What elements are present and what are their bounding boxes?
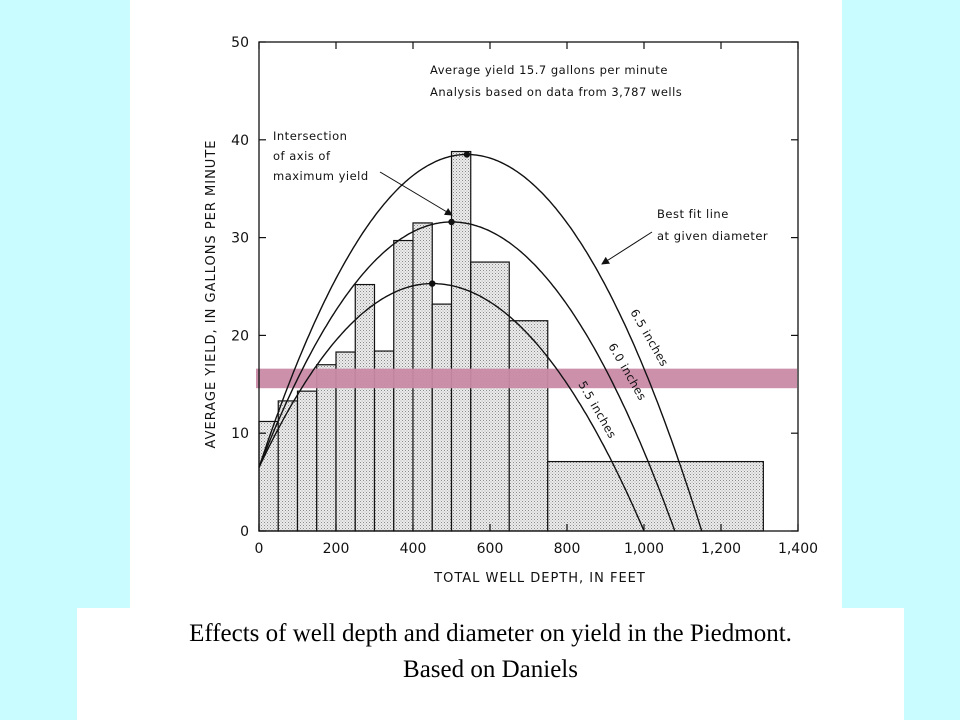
bar-10 [450, 150, 472, 532]
bar-3 [316, 364, 337, 532]
bar-9 [431, 303, 453, 532]
bar-12 [508, 320, 549, 532]
x-tick-label-5: 1,000 [624, 541, 664, 557]
bar-5 [354, 283, 376, 532]
curve-label-6-5: 6.5 inches [627, 307, 671, 370]
best-fit-curve-2 [258, 282, 645, 532]
annotation-analysis-basis: Analysis based on data from 3,787 wells [430, 85, 682, 99]
axes-layer: 0 10 20 30 40 50 0 200 400 600 800 1,000 1,200 1,400 [231, 35, 818, 557]
caption-panel: Effects of well depth and diameter on yi… [77, 608, 904, 720]
best-fit-curve-1 [258, 221, 676, 532]
x-axis-title: TOTAL WELL DEPTH, IN FEET [433, 571, 646, 586]
plot-frame [258, 41, 799, 532]
bar-1 [277, 400, 299, 532]
curves-layer [258, 151, 703, 532]
y-tick-label-3: 30 [231, 231, 249, 247]
bar-11 [470, 261, 510, 532]
annotation-average-yield: Average yield 15.7 gallons per minute [430, 63, 668, 77]
x-tick-label-1: 200 [323, 541, 350, 557]
y-tick-label-0: 0 [240, 524, 249, 540]
highlight-band [256, 368, 797, 389]
y-tick-label-1: 10 [231, 426, 249, 442]
peak-point-2 [429, 280, 436, 287]
x-tick-label-2: 400 [400, 541, 427, 557]
annotation-best-fit-2: at given diameter [657, 229, 768, 243]
y-tick-label-5: 50 [231, 35, 249, 51]
peak-point-0 [463, 151, 471, 158]
x-tick-label-6: 1,200 [701, 541, 741, 557]
y-tick-label-4: 40 [231, 133, 249, 149]
caption-line-2: Based on Daniels [403, 656, 578, 683]
intersection-arrow [379, 171, 453, 216]
best-fit-arrow [601, 231, 653, 265]
x-tick-label-7: 1,400 [778, 541, 818, 557]
annotation-intersection-1: Intersection [273, 129, 347, 143]
best-fit-curve-0 [258, 153, 703, 532]
peak-point-1 [448, 218, 455, 226]
bars-layer [258, 150, 764, 532]
annotation-intersection-3: maximum yield [273, 169, 369, 183]
annotation-intersection-2: of axis of [273, 149, 331, 163]
caption-line-1: Effects of well depth and diameter on yi… [189, 620, 792, 647]
x-tick-label-0: 0 [255, 541, 264, 557]
bar-2 [296, 390, 318, 532]
x-tick-label-3: 600 [477, 541, 504, 557]
y-tick-label-2: 20 [231, 328, 249, 344]
bar-13 [547, 460, 764, 532]
annotation-best-fit-1: Best fit line [657, 207, 729, 221]
x-tick-label-4: 800 [554, 541, 581, 557]
y-axis-title: AVERAGE YIELD, IN GALLONS PER MINUTE [204, 140, 219, 449]
band-layer [256, 368, 797, 389]
